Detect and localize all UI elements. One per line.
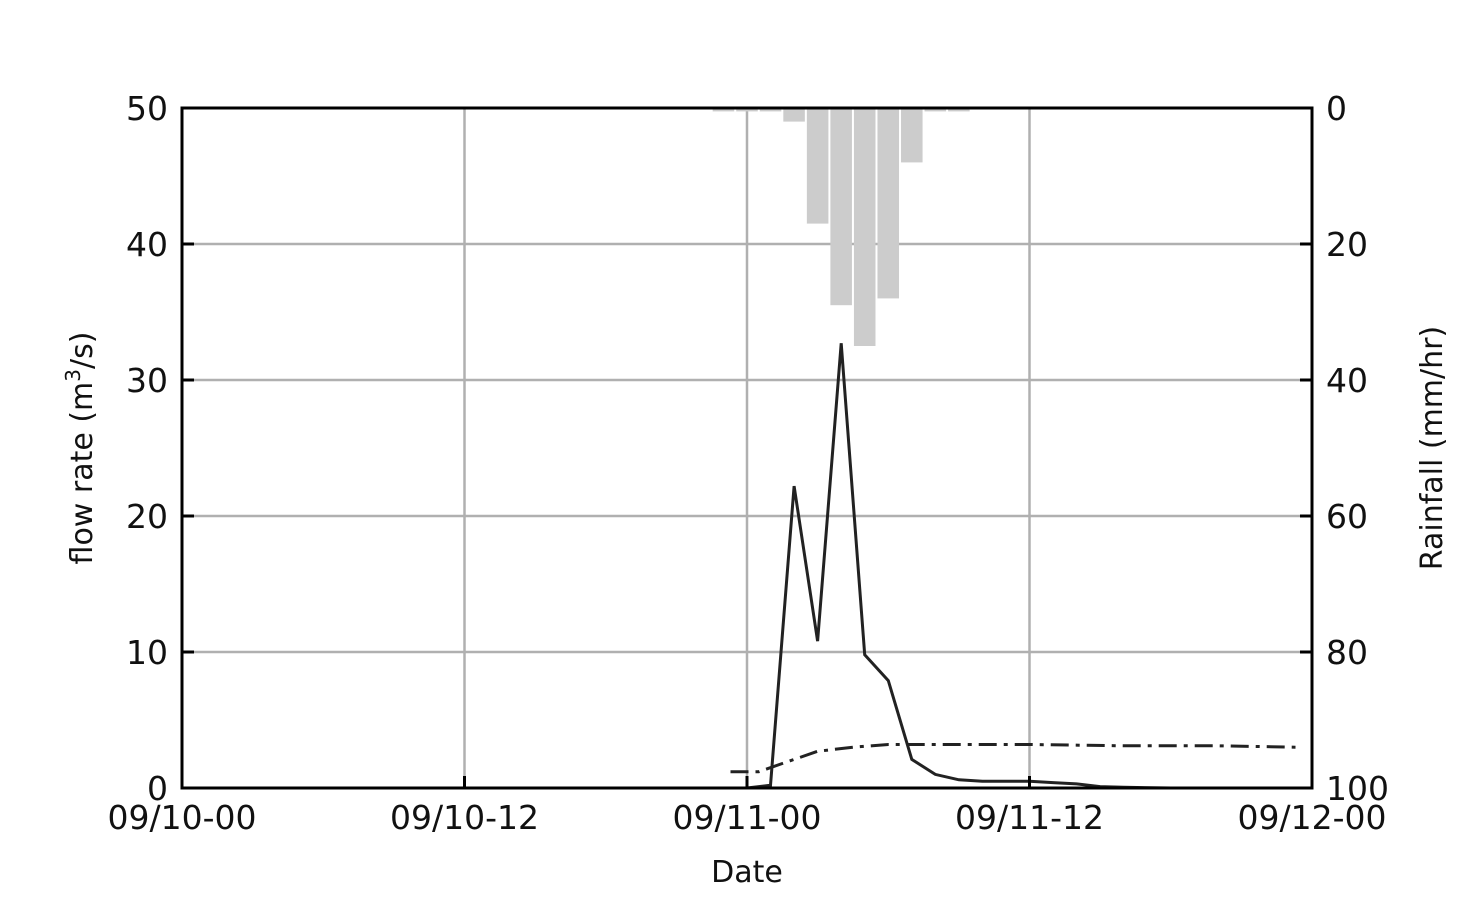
y-tick-label-left: 20 bbox=[126, 497, 168, 536]
rainfall-bar bbox=[901, 108, 923, 163]
y-tick-label-right: 80 bbox=[1326, 633, 1368, 672]
y-tick-label-right: 100 bbox=[1326, 769, 1389, 808]
y-axis-label-left-sup: 3 bbox=[61, 369, 85, 382]
grid bbox=[182, 108, 1312, 788]
x-tick-label: 09/12-00 bbox=[1238, 798, 1387, 837]
x-tick-label: 09/11-12 bbox=[955, 798, 1104, 837]
rainfall-bars bbox=[712, 108, 970, 346]
x-tick-label: 09/11-00 bbox=[673, 798, 822, 837]
y-axis-label-left-end: /s) bbox=[65, 332, 100, 369]
y-tick-label-left: 40 bbox=[126, 225, 168, 264]
rainfall-bar bbox=[783, 108, 805, 122]
y-tick-label-right: 60 bbox=[1326, 497, 1368, 536]
rainfall-bar bbox=[806, 108, 829, 224]
y-tick-label-left: 0 bbox=[147, 769, 168, 808]
y-tick-label-right: 20 bbox=[1326, 225, 1368, 264]
ticks bbox=[180, 106, 1314, 790]
rainfall-bar bbox=[924, 108, 947, 112]
rainfall-bar bbox=[830, 108, 852, 306]
rainfall-bar bbox=[853, 108, 876, 346]
y-tick-label-left: 30 bbox=[126, 361, 168, 400]
y-tick-label-left: 10 bbox=[126, 633, 168, 672]
x-tick-label: 09/10-12 bbox=[390, 798, 539, 837]
y-tick-label-left: 50 bbox=[126, 89, 168, 128]
y-axis-label-right: Rainfall (mm/hr) bbox=[1415, 326, 1450, 570]
x-tick-label: 09/10-00 bbox=[108, 798, 257, 837]
y-tick-label-right: 40 bbox=[1326, 361, 1368, 400]
rainfall-bar bbox=[877, 108, 900, 299]
rainfall-bar bbox=[712, 108, 735, 112]
y-axis-label-left: flow rate (m3/s) bbox=[61, 332, 100, 565]
rainfall-bar bbox=[736, 108, 758, 112]
y-tick-label-right: 0 bbox=[1326, 89, 1347, 128]
tick-labels: 09/10-00 09/10-12 09/11-00 09/11-12 09/12-00… bbox=[108, 89, 1390, 837]
x-axis-label: Date bbox=[711, 855, 783, 890]
y-axis-label-left-main: flow rate (m bbox=[65, 382, 100, 565]
rainfall-bar bbox=[759, 108, 782, 112]
rainfall-bar bbox=[948, 108, 970, 112]
series-line-dashdot bbox=[730, 743, 1296, 774]
